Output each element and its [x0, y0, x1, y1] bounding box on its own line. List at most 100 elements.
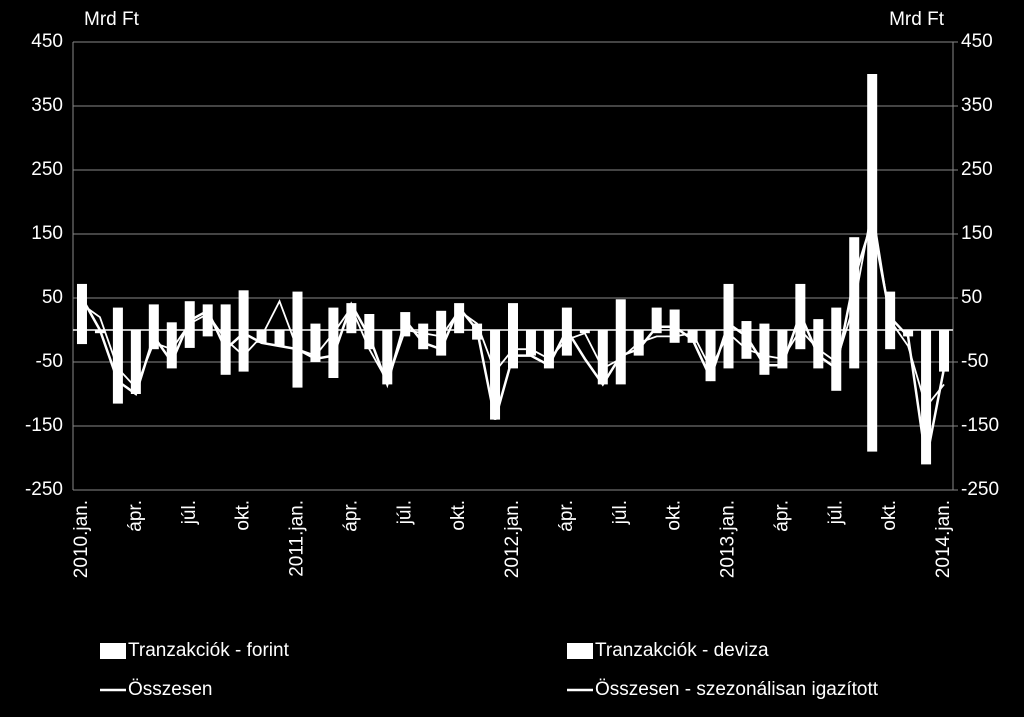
x-tick-label: 2011.jan. [287, 500, 308, 577]
bar [759, 330, 770, 375]
bar [292, 291, 303, 330]
bar [220, 304, 231, 330]
bar [579, 330, 590, 334]
legend-label: Összesen - szezonálisan igazított [595, 679, 879, 700]
bar [310, 323, 321, 330]
bar [543, 330, 554, 369]
bar [382, 330, 393, 385]
bar [166, 322, 177, 330]
bar [400, 330, 411, 337]
bar [130, 330, 141, 394]
bar [723, 330, 734, 369]
bar [831, 307, 842, 330]
y-tick-label: -250 [25, 479, 63, 500]
bar [76, 283, 87, 330]
bar [238, 330, 249, 372]
x-tick-label: 2013.jan. [718, 500, 739, 578]
y-tick-label: 450 [31, 31, 63, 52]
x-tick-label: okt. [879, 500, 900, 531]
bar [436, 310, 447, 330]
x-tick-label: ápr. [771, 500, 792, 532]
bar [651, 307, 662, 330]
line [80, 220, 946, 462]
bar [490, 330, 501, 420]
x-tick-label: júl. [179, 500, 200, 525]
bar [885, 330, 896, 350]
x-tick-label: 2014.jan. [933, 500, 954, 578]
x-tick-label: júl. [394, 500, 415, 525]
bar [561, 307, 572, 330]
bar [741, 321, 752, 330]
legend-swatch [100, 643, 126, 659]
bar [849, 330, 860, 369]
bar [525, 330, 536, 356]
bar [741, 330, 752, 359]
y2-tick-label: 150 [961, 223, 993, 244]
y2-tick-label: -250 [961, 479, 999, 500]
bar [418, 323, 429, 330]
bar [472, 323, 483, 330]
bar [184, 301, 195, 330]
x-tick-label: ápr. [556, 500, 577, 532]
bar [651, 330, 662, 334]
bar [939, 330, 950, 372]
bar [436, 330, 447, 356]
bar [292, 330, 303, 388]
bar [220, 330, 231, 375]
line [81, 208, 945, 409]
bar [759, 323, 770, 330]
bar [184, 330, 195, 348]
bar [418, 330, 429, 350]
bar [346, 303, 357, 330]
bar [561, 330, 572, 356]
bar [723, 283, 734, 330]
bar [777, 330, 788, 369]
legend-swatch [567, 643, 593, 659]
x-tick-label: okt. [664, 500, 685, 531]
bar [346, 330, 357, 334]
bar [148, 304, 159, 330]
bar [238, 290, 249, 330]
bar [867, 74, 878, 330]
y-tick-label: 50 [42, 287, 63, 308]
bar [867, 330, 878, 452]
bar [202, 330, 213, 337]
bar [921, 330, 932, 465]
y2-tick-label: -150 [961, 415, 999, 436]
y-tick-label: 150 [31, 223, 63, 244]
x-tick-label: okt. [448, 500, 469, 531]
x-tick-label: ápr. [340, 500, 361, 532]
y-tick-label: 250 [31, 159, 63, 180]
bar [76, 330, 87, 345]
bar [795, 330, 806, 350]
bar [813, 319, 824, 330]
bar [274, 330, 285, 346]
bar [795, 283, 806, 330]
bar [328, 307, 339, 330]
bar [364, 314, 375, 330]
y-axis-label: Mrd Ft [84, 9, 140, 30]
y-tick-label: -150 [25, 415, 63, 436]
x-tick-label: júl. [610, 500, 631, 525]
bar [705, 330, 716, 382]
x-tick-label: 2010.jan. [71, 500, 92, 578]
bar [454, 303, 465, 330]
bar [310, 330, 321, 362]
bar [202, 304, 213, 330]
bar [454, 330, 465, 334]
y2-tick-label: 50 [961, 287, 982, 308]
bar [508, 303, 518, 330]
x-tick-label: júl. [825, 500, 846, 525]
legend-label: Összesen [128, 679, 212, 700]
y-tick-label: 350 [31, 95, 63, 116]
y2-tick-label: 350 [961, 95, 993, 116]
y2-axis-label: Mrd Ft [889, 9, 945, 30]
legend-label: Tranzakciók - deviza [595, 640, 769, 661]
y2-tick-label: 250 [961, 159, 993, 180]
bar [669, 309, 680, 330]
x-tick-label: ápr. [125, 500, 146, 532]
bar [597, 330, 608, 385]
y2-tick-label: -50 [961, 351, 988, 372]
y-tick-label: -50 [36, 351, 63, 372]
